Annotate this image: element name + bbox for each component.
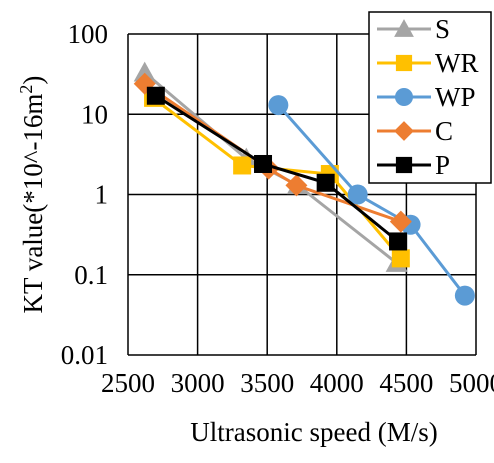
data-point-C-2 [285, 174, 308, 197]
series-line-P [155, 94, 399, 243]
x-tick-label: 4500 [379, 368, 433, 398]
data-point-WP-0 [268, 95, 289, 116]
legend-swatch-marker [395, 88, 413, 106]
data-point-P-0 [146, 86, 165, 105]
data-point-P-2 [316, 173, 335, 192]
legend-swatch-marker [394, 121, 414, 141]
data-point-WP-3 [454, 285, 475, 306]
series-C [133, 72, 412, 233]
series-WP [268, 95, 475, 306]
x-tick-label: 3000 [171, 368, 225, 398]
series-P [146, 86, 408, 251]
series-line-WP [277, 104, 467, 297]
legend-label: WR [435, 48, 479, 78]
y-axis-title: KT value(*10^-16m2) [16, 76, 48, 314]
y-tick-label: 0.01 [61, 340, 108, 370]
series-line-WR [152, 96, 402, 260]
x-tick-label: 4000 [310, 368, 364, 398]
legend-label: S [435, 14, 450, 44]
y-tick-label: 100 [68, 19, 109, 49]
data-point-P-3 [389, 232, 408, 251]
legend-label: P [435, 150, 450, 180]
legend-item-C: C [377, 116, 453, 146]
x-tick-label: 3500 [240, 368, 294, 398]
y-tick-label: 10 [81, 99, 108, 129]
data-point-WP-1 [347, 184, 368, 205]
legend-swatch-marker [395, 156, 413, 174]
legend-swatch-marker [394, 19, 414, 37]
series-line-C [143, 82, 402, 223]
data-point-C-3 [389, 210, 412, 233]
x-axis-title: Ultrasonic speed (M/s) [190, 417, 437, 447]
legend-label: C [435, 116, 453, 146]
legend-item-P: P [377, 150, 450, 180]
y-tick-label: 1 [95, 180, 109, 210]
series-layer [133, 61, 475, 306]
legend-item-WP: WP [377, 82, 476, 112]
data-point-WR-1 [233, 156, 252, 175]
legend-item-S: S [377, 14, 450, 44]
legend-label: WP [435, 82, 476, 112]
legend-swatch-marker [395, 54, 413, 72]
data-point-P-1 [254, 154, 273, 173]
x-tick-label: 2500 [101, 368, 155, 398]
legend: S WR WP CP [368, 11, 492, 184]
data-point-WR-3 [391, 249, 410, 268]
data-point-S-0 [133, 61, 156, 82]
legend-item-WR: WR [377, 48, 479, 78]
y-tick-label: 0.1 [74, 260, 108, 290]
